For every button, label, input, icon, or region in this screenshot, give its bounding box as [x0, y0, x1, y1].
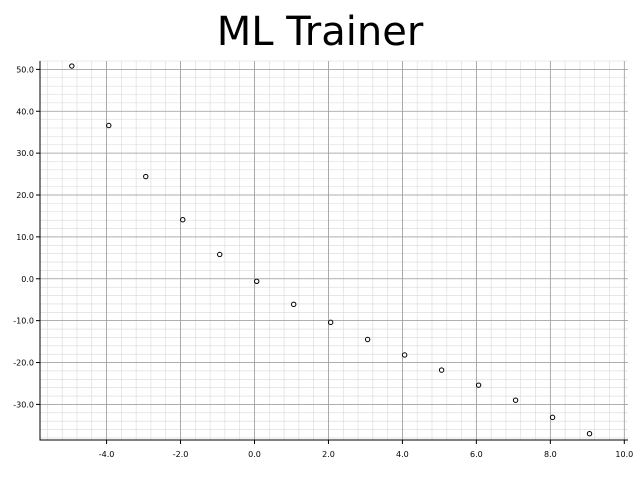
- axes: [39, 61, 628, 441]
- y-tick-label: -30.0: [13, 400, 34, 409]
- x-tick-label: -2.0: [173, 450, 189, 459]
- data-point: [327, 319, 334, 326]
- y-tick-label: 50.0: [16, 65, 34, 74]
- data-point: [143, 173, 149, 180]
- x-tick-label: 2.0: [322, 450, 335, 459]
- data-points: [69, 63, 593, 437]
- x-tick-label: 10.0: [615, 450, 633, 459]
- major-grid: [40, 61, 628, 440]
- y-tick-label: 10.0: [16, 233, 34, 242]
- data-point: [549, 414, 556, 421]
- y-tick-label: -20.0: [13, 359, 34, 368]
- app-title: ML Trainer: [216, 9, 424, 55]
- data-point: [364, 336, 371, 343]
- y-tick-label: 0.0: [21, 275, 34, 284]
- minor-grid: [40, 60, 628, 440]
- x-axis-ticks: -4.0 -2.0 0.0 2.0 4.0 6.0 8.0 10.0: [99, 440, 633, 459]
- y-tick-label: 40.0: [16, 107, 34, 116]
- x-tick-label: 4.0: [396, 450, 409, 459]
- x-tick-label: 6.0: [470, 450, 483, 459]
- data-point: [290, 301, 297, 308]
- data-point: [475, 382, 482, 388]
- data-point: [438, 367, 445, 373]
- data-point: [401, 352, 408, 358]
- data-point: [69, 63, 75, 69]
- data-point: [586, 431, 593, 437]
- data-point: [217, 251, 223, 258]
- x-tick-label: -4.0: [99, 450, 115, 459]
- x-tick-label: 8.0: [544, 450, 557, 459]
- data-point: [106, 122, 112, 129]
- data-point: [512, 397, 519, 403]
- x-tick-label: 0.0: [248, 450, 261, 459]
- y-tick-label: -10.0: [13, 317, 34, 326]
- y-tick-label: 20.0: [16, 191, 34, 200]
- data-point: [254, 278, 260, 284]
- y-tick-label: 30.0: [16, 149, 34, 158]
- y-axis-ticks: 50.0 40.0 30.0 20.0 10.0 0.0 -10.0 -20.0 -30.0: [13, 65, 40, 409]
- data-point: [180, 217, 186, 223]
